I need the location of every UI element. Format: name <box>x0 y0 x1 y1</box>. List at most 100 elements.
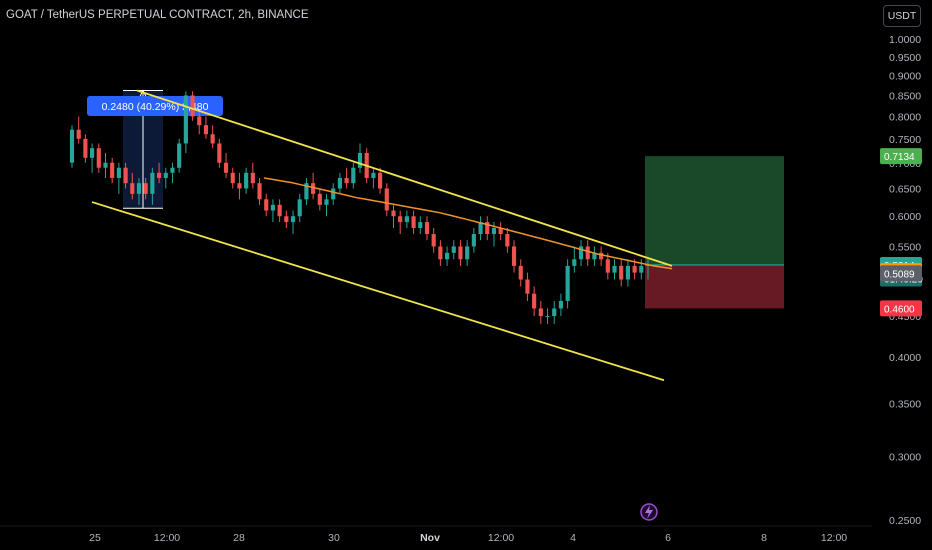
candle-body <box>203 125 209 135</box>
candle-body <box>143 183 148 194</box>
candle-body <box>478 222 483 235</box>
candle-body <box>250 172 255 184</box>
candle-body <box>585 246 590 260</box>
candle-body <box>136 183 142 194</box>
lower-trendline <box>91 201 665 382</box>
x-tick-label: 4 <box>570 532 576 544</box>
ma-line <box>263 177 673 270</box>
candle-body <box>398 216 403 223</box>
candle-body <box>565 265 570 301</box>
y-tick-label: 0.9500 <box>889 52 921 64</box>
y-tick-label: 0.9000 <box>889 71 921 83</box>
candle-body <box>217 143 222 163</box>
candle-body <box>518 265 523 280</box>
target-price-label: 0.7134 <box>884 152 915 163</box>
candle-body <box>264 199 269 211</box>
candle-body <box>69 129 75 163</box>
candle-body <box>625 265 630 280</box>
candle-body <box>458 246 463 260</box>
candle-body <box>612 265 617 273</box>
candle-body <box>424 222 430 235</box>
candle-body <box>578 246 584 260</box>
candle-body <box>177 143 182 168</box>
candle-body <box>297 199 302 217</box>
candle-body <box>639 265 644 273</box>
x-tick-label: 12:00 <box>154 532 180 544</box>
candle-body <box>498 228 503 235</box>
upper-trendline <box>136 89 673 267</box>
measure-label: 0.2480 (40.29%) 2,480 <box>102 101 209 113</box>
entry-price-label: 0.5089 <box>884 269 915 280</box>
candle-body <box>545 316 550 318</box>
candle-body <box>96 148 101 168</box>
candle-body <box>311 183 316 194</box>
candle-body <box>444 252 450 260</box>
candle-body <box>83 138 88 158</box>
candle-body <box>632 265 637 273</box>
x-tick-label: 25 <box>89 532 101 544</box>
candle-body <box>183 95 188 144</box>
candle-body <box>284 216 289 223</box>
candle-body <box>351 167 356 184</box>
candle-body <box>304 183 309 200</box>
candle-body <box>244 172 249 189</box>
candle-body <box>619 265 624 280</box>
candle-body <box>384 188 389 211</box>
y-tick-label: 0.3500 <box>889 398 921 410</box>
y-tick-label: 0.8500 <box>889 90 921 102</box>
x-tick-label: 8 <box>761 532 767 544</box>
candle-body <box>511 246 517 266</box>
candle-body <box>150 172 155 194</box>
moving-average <box>263 177 673 270</box>
candle-body <box>76 129 81 139</box>
candle-body <box>130 183 135 194</box>
currency-button[interactable]: USDT <box>883 5 921 27</box>
candle-body <box>605 259 610 273</box>
candle-body <box>572 259 577 266</box>
candle-body <box>110 162 115 178</box>
y-tick-label: 0.6500 <box>889 183 921 195</box>
candle-body <box>357 152 363 168</box>
candle-body <box>190 95 195 117</box>
candle-body <box>237 183 242 189</box>
candle-body <box>411 216 416 229</box>
candle-body <box>337 177 342 189</box>
x-tick-label: Nov <box>420 532 440 544</box>
candle-body <box>485 222 490 235</box>
candle-body <box>156 172 162 178</box>
candle-body <box>290 216 296 223</box>
x-tick-label: 12:00 <box>821 532 847 544</box>
y-tick-label: 0.8000 <box>889 111 921 123</box>
candle-body <box>371 172 376 178</box>
candle-body <box>378 172 383 189</box>
lightning-icon-glyph <box>645 505 653 519</box>
candle-body <box>223 162 229 173</box>
candle-body <box>123 167 128 184</box>
candle-body <box>103 162 108 168</box>
candle-body <box>491 228 497 235</box>
candle-body <box>90 148 95 158</box>
lightning-icon[interactable] <box>640 503 658 521</box>
candle-body <box>538 308 543 317</box>
measure-label-bg <box>87 96 223 116</box>
candle-body <box>277 204 282 217</box>
candle-body <box>324 199 329 205</box>
chart-title: GOAT / TetherUS PERPETUAL CONTRACT, 2h, … <box>6 9 309 21</box>
candle-body <box>257 183 262 200</box>
candle-body <box>230 172 235 184</box>
candle-body <box>331 188 336 200</box>
target-price-tag <box>880 148 922 165</box>
candle-body <box>391 210 396 217</box>
y-tick-label: 0.4000 <box>889 352 921 364</box>
trendlines <box>91 89 673 382</box>
candlesticks <box>69 91 651 324</box>
x-tick-label: 6 <box>665 532 671 544</box>
candle-body <box>525 279 530 294</box>
candle-body <box>532 293 537 309</box>
y-tick-label: 0.6000 <box>889 211 921 223</box>
candle-body <box>197 116 202 126</box>
candle-body <box>451 246 456 253</box>
candle-body <box>471 234 476 247</box>
